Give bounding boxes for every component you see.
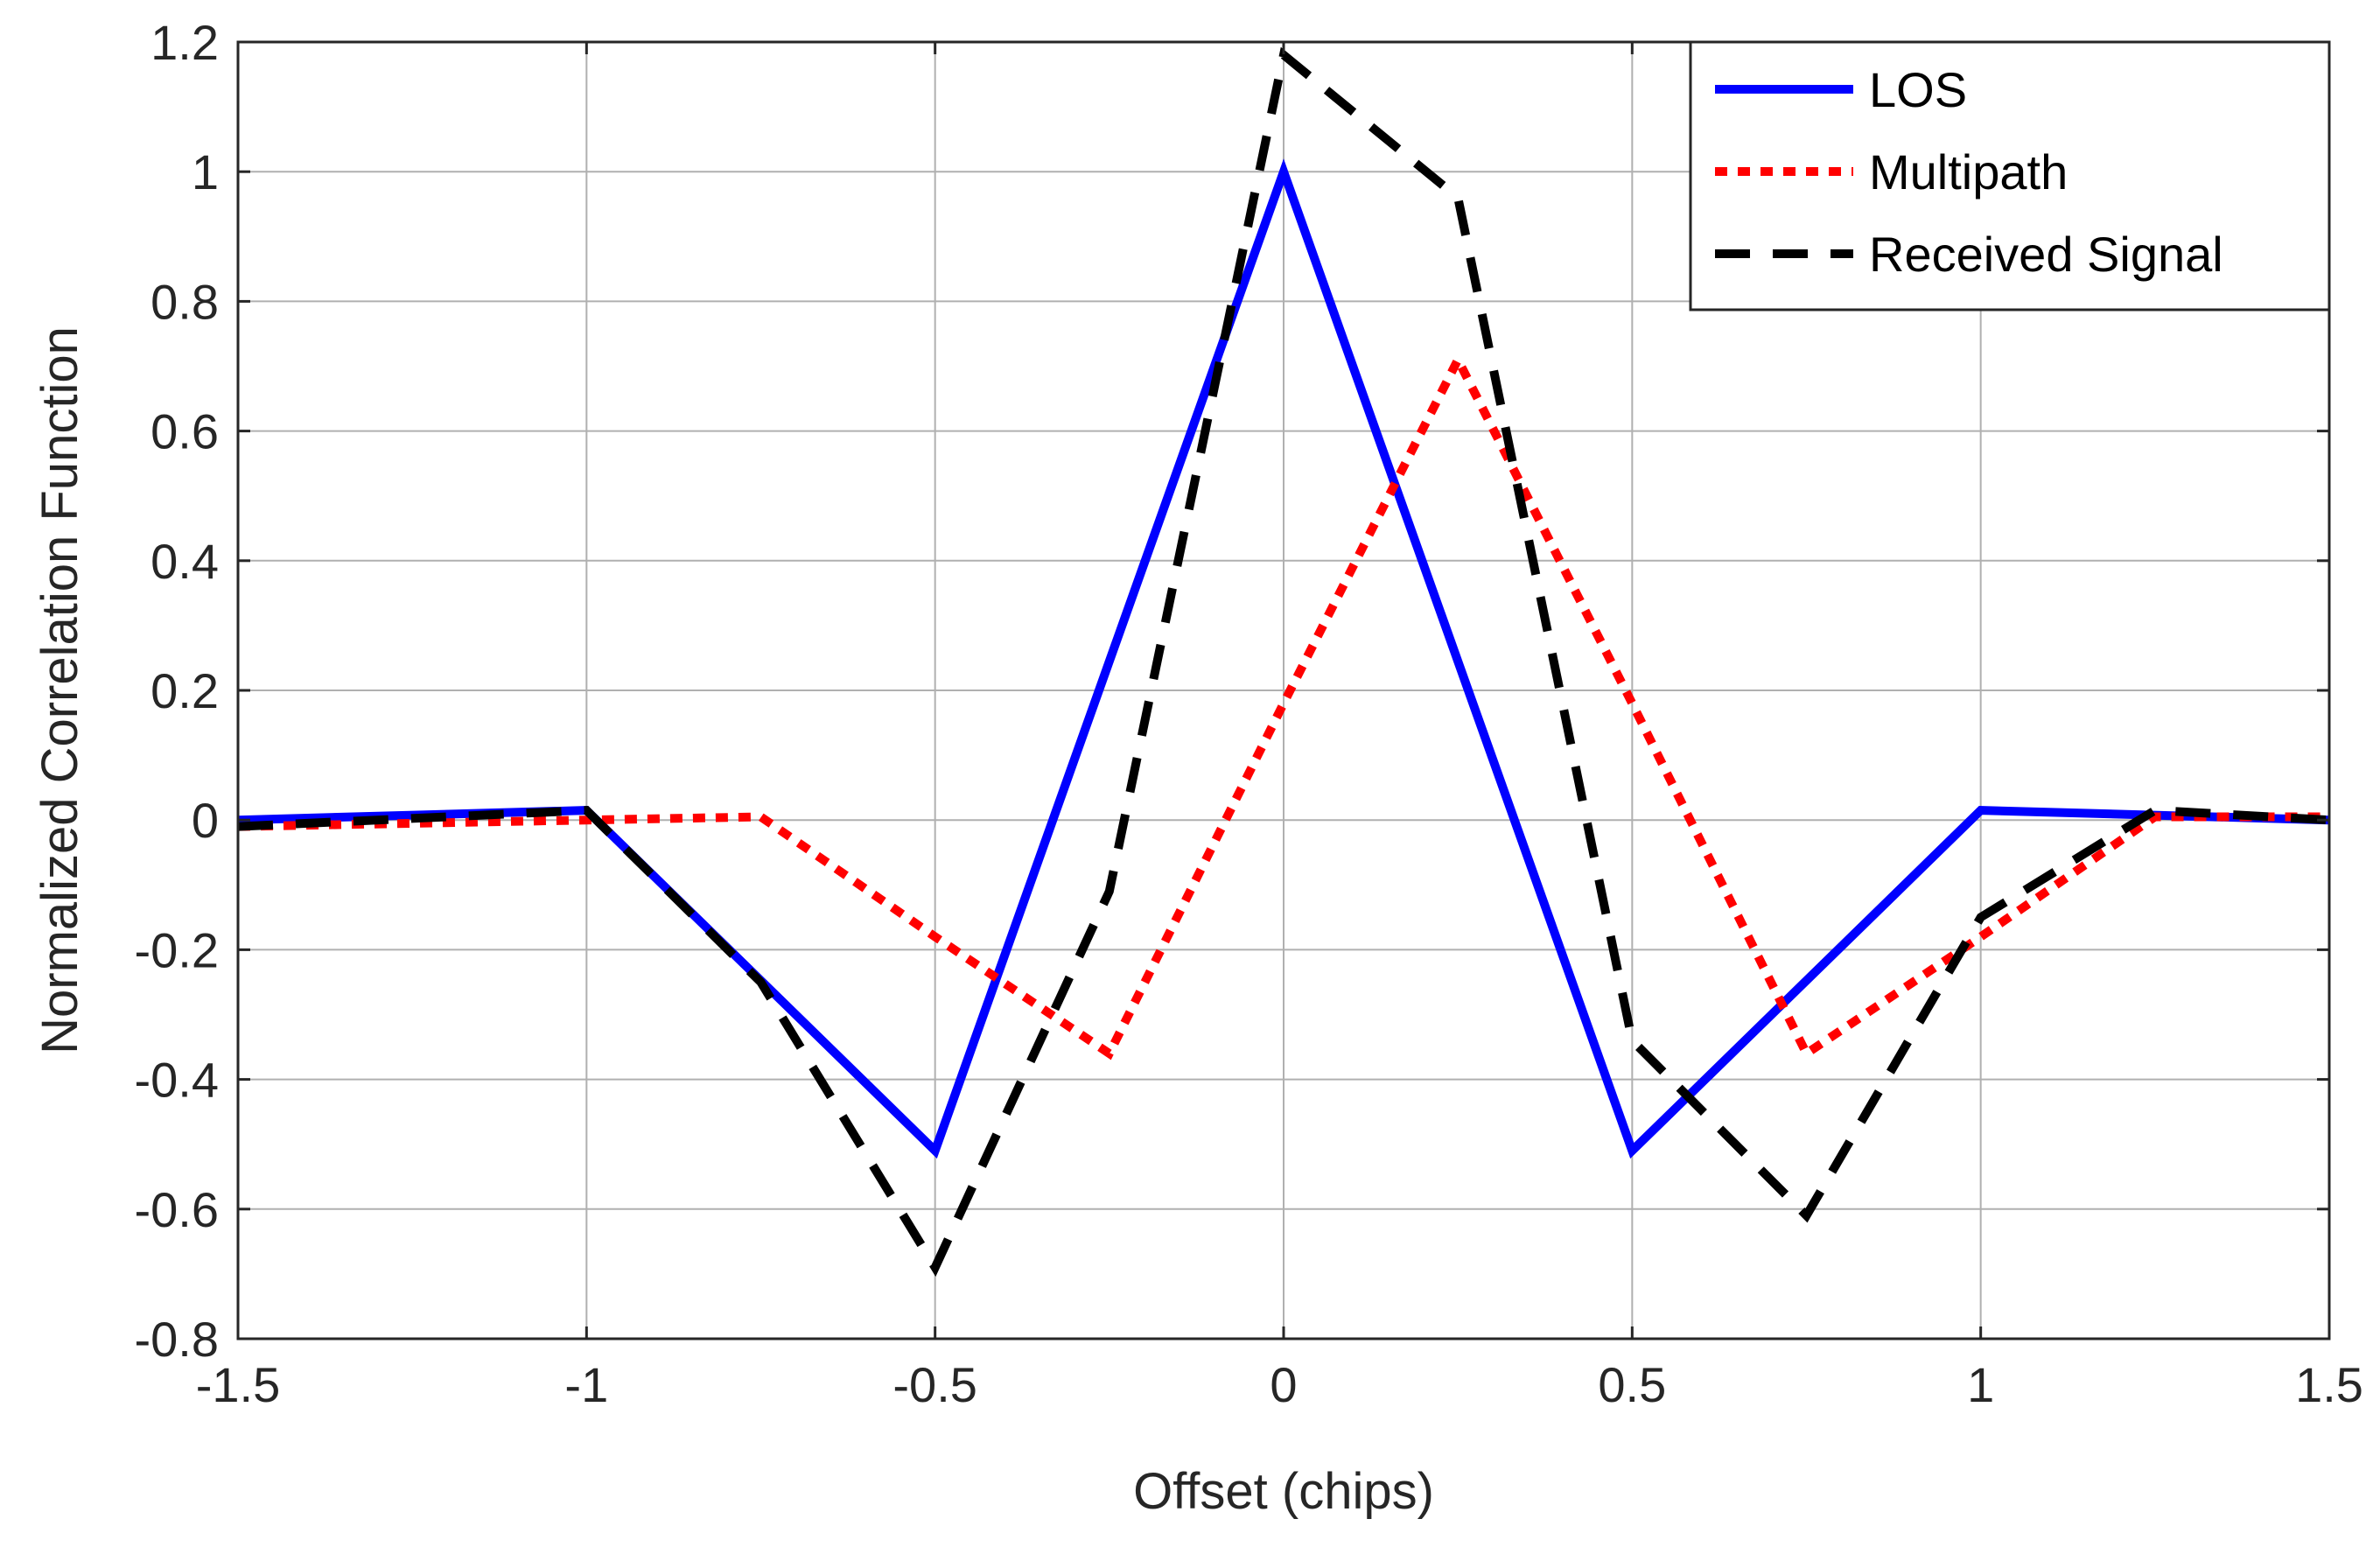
x-tick-label: -1.5 — [196, 1357, 281, 1412]
y-tick-label: 0 — [192, 793, 219, 848]
y-tick-label: 1.2 — [150, 15, 219, 70]
x-tick-label: 1.5 — [2295, 1357, 2363, 1412]
y-tick-label: 1 — [192, 144, 219, 200]
legend-label: Multipath — [1869, 144, 2068, 200]
legend-label: Received Signal — [1869, 227, 2223, 282]
legend-label: LOS — [1869, 62, 1967, 117]
y-tick-label: 0.4 — [150, 534, 219, 589]
x-tick-label: 0.5 — [1598, 1357, 1666, 1412]
x-tick-label: -0.5 — [892, 1357, 977, 1412]
series-line-received-signal — [237, 46, 2330, 1278]
y-tick-label: -0.6 — [135, 1182, 220, 1237]
y-axis-label: Normalized Correlation Function — [32, 326, 88, 1054]
y-tick-label: 0.2 — [150, 663, 219, 718]
series-line-multipath — [237, 350, 2329, 1060]
x-tick-label: -1 — [564, 1357, 608, 1412]
y-tick-label: -0.8 — [135, 1312, 220, 1367]
y-tick-label: 0.6 — [150, 404, 219, 459]
y-tick-label: -0.4 — [135, 1053, 220, 1108]
y-tick-label: 0.8 — [150, 274, 219, 329]
x-tick-label: 1 — [1967, 1357, 1994, 1412]
series-layer — [237, 46, 2330, 1278]
x-axis-label: Offset (chips) — [1133, 1463, 1434, 1520]
x-tick-label: 0 — [1270, 1357, 1297, 1412]
tick-labels: -1.5 -1 -0.5 0 0.5 1 1.5 -0.8 -0.6 -0.4 -0.2 0 0.2 0.… — [135, 15, 2363, 1412]
y-tick-label: -0.2 — [135, 922, 220, 977]
legend: LOS Multipath Received Signal — [1689, 40, 2331, 312]
